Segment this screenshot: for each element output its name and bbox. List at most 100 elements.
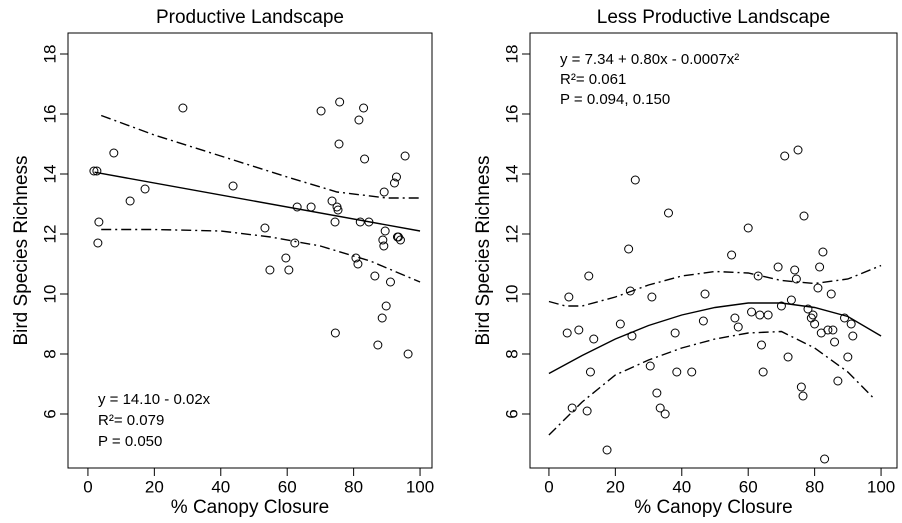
data-point — [727, 250, 737, 260]
annotation: R²= 0.079 — [98, 412, 164, 429]
data-point — [813, 283, 823, 293]
data-point — [615, 319, 625, 329]
x-tick-label: 100 — [867, 477, 895, 496]
annotation: R²= 0.061 — [560, 71, 626, 88]
data-point — [373, 340, 383, 350]
data-point — [379, 241, 389, 251]
confidence-band-upper — [548, 264, 882, 307]
data-point — [327, 196, 337, 206]
data-point — [94, 217, 104, 227]
data-point — [753, 271, 763, 281]
y-tick-label: 12 — [40, 225, 59, 244]
data-point — [125, 196, 135, 206]
data-point — [733, 322, 743, 332]
data-point — [652, 388, 662, 398]
x-tick-label: 0 — [83, 477, 92, 496]
x-tick-label: 80 — [805, 477, 824, 496]
data-point — [567, 403, 577, 413]
data-point — [93, 238, 103, 248]
data-point — [281, 253, 291, 263]
data-point — [783, 352, 793, 362]
data-point — [351, 253, 361, 263]
data-point — [353, 259, 363, 269]
data-point — [284, 265, 294, 275]
data-point — [364, 217, 374, 227]
y-tick-label: 14 — [40, 165, 59, 184]
fit-line — [94, 171, 421, 232]
data-point — [747, 307, 757, 317]
y-tick-label: 16 — [502, 105, 521, 124]
data-point — [647, 292, 657, 302]
confidence-band-lower — [101, 228, 421, 283]
confidence-band-lower — [548, 330, 875, 436]
data-point — [663, 208, 673, 218]
data-point — [672, 367, 682, 377]
data-point — [843, 352, 853, 362]
y-tick-label: 12 — [502, 225, 521, 244]
data-point — [292, 202, 302, 212]
data-point — [808, 310, 818, 320]
data-point — [660, 409, 670, 419]
data-point — [391, 172, 401, 182]
data-point — [776, 301, 786, 311]
y-tick-label: 10 — [502, 285, 521, 304]
x-tick-label: 60 — [739, 477, 758, 496]
data-point — [803, 304, 813, 314]
data-point — [354, 115, 364, 125]
data-point — [380, 226, 390, 236]
data-point — [773, 262, 783, 272]
y-tick-label: 16 — [40, 105, 59, 124]
data-point — [755, 310, 765, 320]
data-point — [228, 181, 238, 191]
data-point — [818, 247, 828, 257]
data-point — [290, 238, 300, 248]
data-point — [833, 376, 843, 386]
data-point — [645, 361, 655, 371]
y-tick-label: 18 — [502, 45, 521, 64]
y-tick-label: 14 — [502, 165, 521, 184]
x-tick-label: 20 — [145, 477, 164, 496]
data-point — [109, 148, 119, 158]
data-point — [793, 145, 803, 155]
data-point — [743, 223, 753, 233]
x-tick-label: 60 — [278, 477, 297, 496]
data-point — [848, 331, 858, 341]
data-point — [698, 316, 708, 326]
data-point — [334, 139, 344, 149]
y-tick-label: 8 — [502, 349, 521, 358]
data-point — [385, 277, 395, 287]
data-point — [687, 367, 697, 377]
data-point — [582, 406, 592, 416]
annotation: P = 0.050 — [98, 433, 162, 450]
data-point — [92, 166, 102, 176]
data-point — [780, 151, 790, 161]
chart-title: Less Productive Landscape — [597, 7, 830, 28]
data-point — [796, 382, 806, 392]
data-point — [763, 310, 773, 320]
data-point — [381, 301, 391, 311]
data-point — [815, 262, 825, 272]
data-point — [359, 103, 369, 113]
x-tick-label: 40 — [672, 477, 691, 496]
data-point — [355, 217, 365, 227]
data-point — [798, 391, 808, 401]
data-point — [330, 328, 340, 338]
y-tick-label: 10 — [40, 285, 59, 304]
data-point — [585, 367, 595, 377]
data-point — [393, 232, 403, 242]
data-point — [403, 349, 413, 359]
data-point — [389, 178, 399, 188]
data-point — [330, 217, 340, 227]
x-tick-label: 20 — [606, 477, 625, 496]
data-point — [700, 289, 710, 299]
chart-title: Productive Landscape — [156, 7, 344, 28]
data-point — [846, 319, 856, 329]
annotation: y = 14.10 - 0.02x — [98, 391, 211, 408]
data-point — [370, 271, 380, 281]
data-point — [589, 334, 599, 344]
x-tick-label: 80 — [344, 477, 363, 496]
data-point — [624, 244, 634, 254]
y-tick-label: 8 — [40, 349, 59, 358]
data-point — [335, 97, 345, 107]
